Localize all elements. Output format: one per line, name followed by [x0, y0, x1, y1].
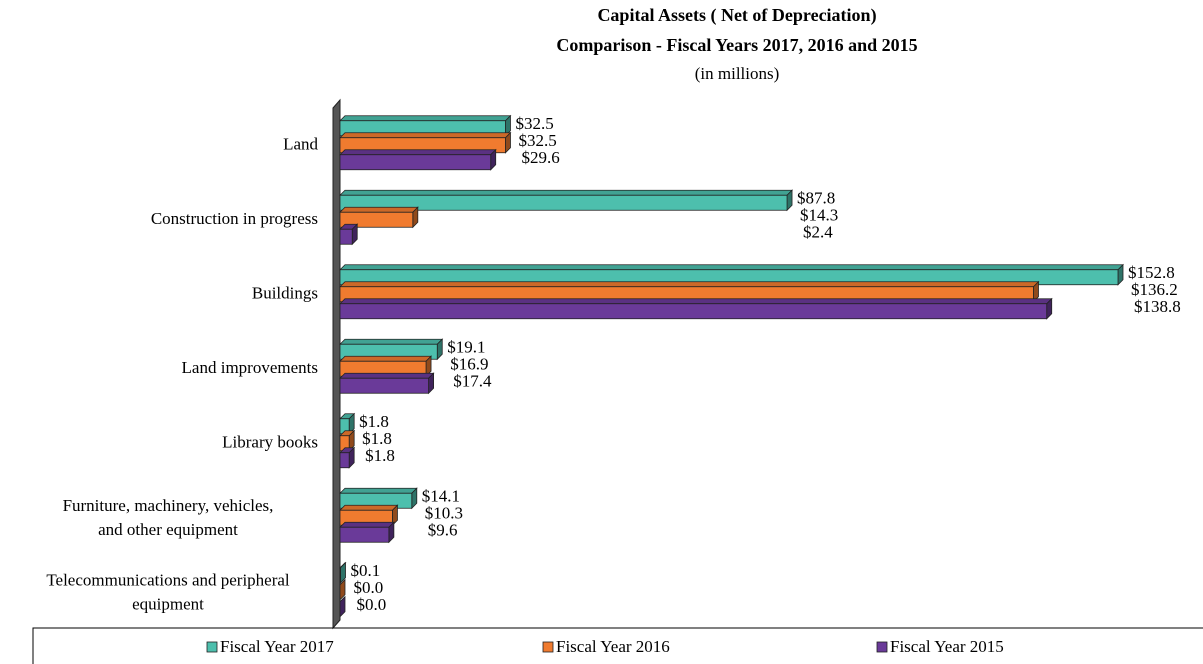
y-tick-label: Land: [283, 134, 318, 153]
label-line: Construction in progress: [151, 209, 318, 228]
value-label: $32.5: [518, 131, 556, 150]
legend-label: Fiscal Year 2015: [890, 637, 1004, 656]
value-label: $16.9: [450, 355, 488, 374]
bar: [339, 228, 353, 245]
bar-side: [339, 578, 346, 601]
value-label: $87.8: [797, 189, 835, 208]
value-label: $29.6: [521, 148, 559, 167]
bar: [339, 526, 390, 543]
value-label: $2.4: [803, 223, 833, 242]
label-line: and other equipment: [98, 520, 238, 539]
bar-top: [339, 521, 395, 528]
label-line: Telecommunications and peripheral: [46, 570, 290, 589]
chart-units: (in millions): [695, 64, 780, 83]
legend-swatch: [876, 641, 888, 653]
bar: [339, 303, 1048, 320]
bar: [339, 211, 414, 228]
bar-side: [339, 595, 346, 618]
value-label: $0.1: [351, 561, 381, 580]
bar-top: [339, 206, 419, 213]
bar: [339, 377, 429, 394]
value-label: $152.8: [1128, 263, 1175, 282]
value-label: $14.3: [800, 206, 838, 225]
legend-label: Fiscal Year 2017: [220, 637, 334, 656]
label-line: equipment: [132, 594, 204, 613]
label-line: Buildings: [252, 283, 318, 302]
wall-side: [332, 98, 341, 630]
y-tick-label: Furniture, machinery, vehicles, and other…: [63, 496, 274, 539]
value-label: $19.1: [447, 338, 485, 357]
value-label: $14.1: [422, 487, 460, 506]
bar-top: [339, 504, 399, 511]
label-line: Land: [283, 134, 318, 153]
bar-top: [339, 132, 512, 139]
y-tick-label: Library books: [222, 432, 318, 451]
value-label: $0.0: [354, 578, 384, 597]
bar-top: [339, 355, 433, 362]
bar-top: [339, 338, 444, 345]
bar: [339, 567, 341, 584]
value-label: $0.0: [357, 595, 387, 614]
bar: [339, 154, 492, 171]
value-label: $10.3: [425, 504, 463, 523]
label-line: Land improvements: [182, 358, 318, 377]
label-line: Furniture, machinery, vehicles,: [63, 496, 274, 515]
value-label: $32.5: [515, 114, 553, 133]
legend-box: [32, 627, 1203, 664]
label-line: Library books: [222, 432, 318, 451]
bar-top: [339, 115, 512, 122]
value-label: $9.6: [428, 521, 458, 540]
chart-title: Capital Assets ( Net of Depreciation): [597, 5, 876, 26]
value-label: $1.8: [359, 412, 389, 431]
bar: [339, 194, 788, 211]
legend-swatch: [542, 641, 554, 653]
value-label: $1.8: [362, 429, 392, 448]
bar-top: [339, 264, 1124, 271]
y-tick-label: Buildings: [252, 283, 318, 302]
value-label: $1.8: [365, 446, 395, 465]
bar-top: [339, 281, 1040, 288]
bar-top: [339, 149, 497, 156]
legend-swatch: [206, 641, 218, 653]
bar: [339, 452, 350, 469]
y-tick-label: Land improvements: [182, 358, 318, 377]
y-tick-label: Construction in progress: [151, 209, 318, 228]
bar-top: [339, 298, 1053, 305]
bar-top: [339, 189, 794, 196]
y-tick-label: Telecommunications and peripheral equipme…: [46, 570, 290, 613]
chart-subtitle: Comparison - Fiscal Years 2017, 2016 and…: [556, 35, 917, 55]
value-label: $17.4: [453, 372, 492, 391]
legend-label: Fiscal Year 2016: [556, 637, 670, 656]
bar-top: [339, 372, 435, 379]
value-label: $138.8: [1134, 297, 1181, 316]
bar-top: [339, 487, 418, 494]
value-label: $136.2: [1131, 280, 1178, 299]
